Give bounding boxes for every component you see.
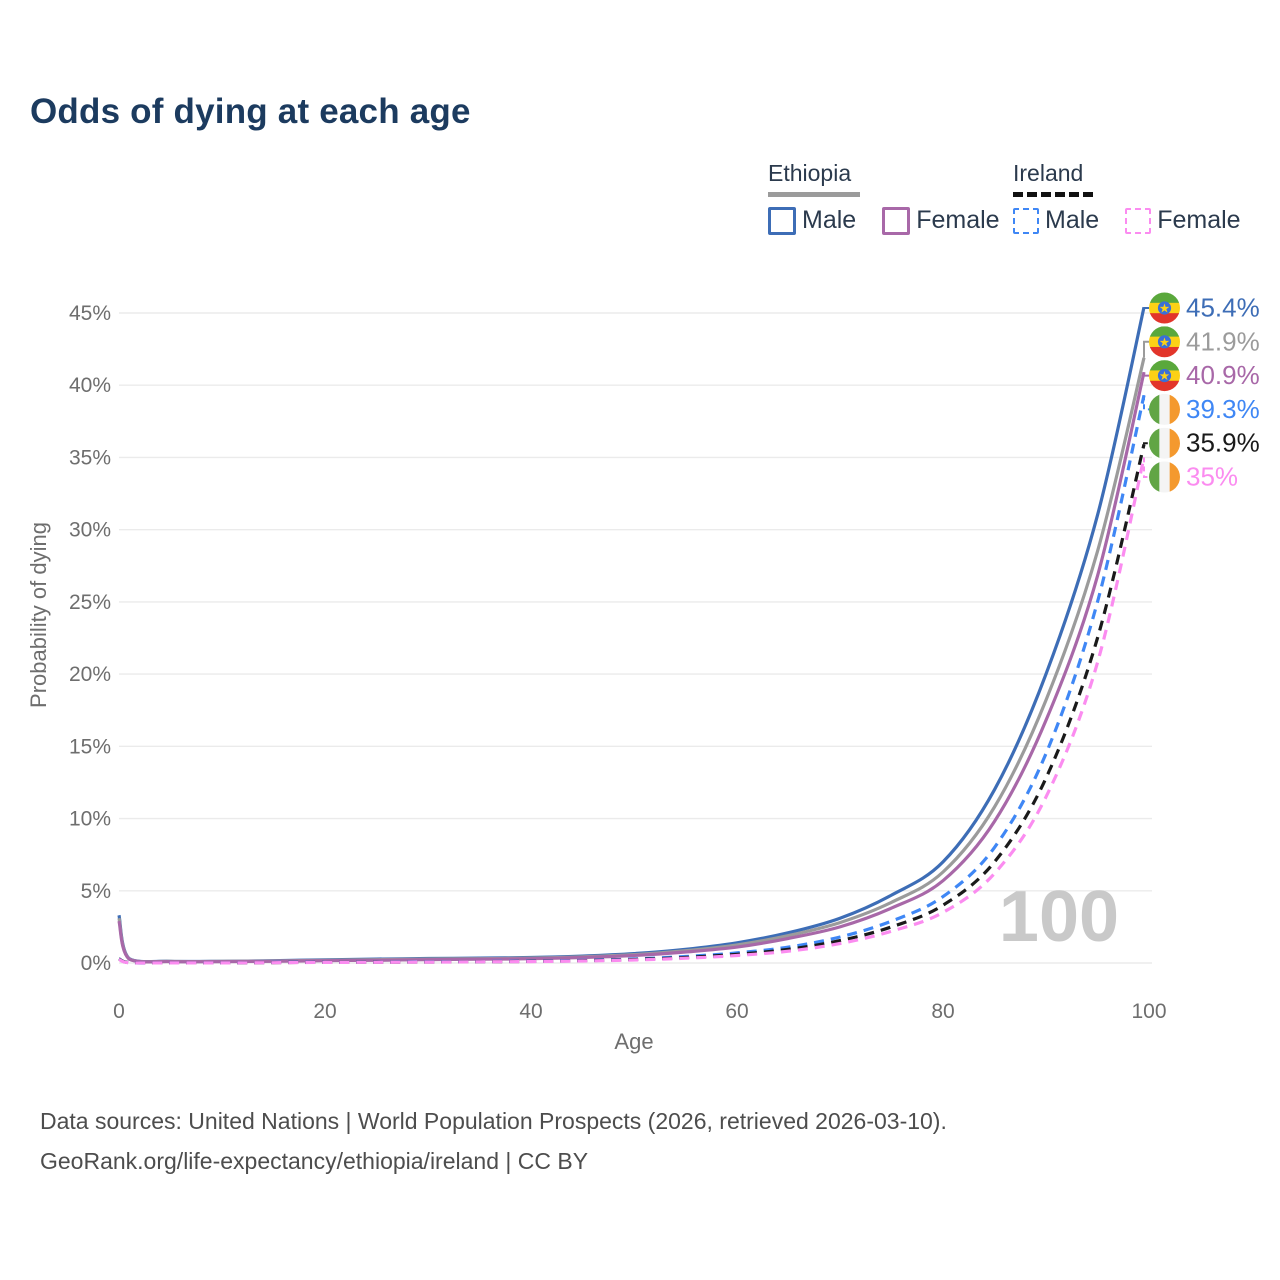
label-connector-ireland-male bbox=[1143, 395, 1149, 411]
label-connector-ethiopia-both-sexes bbox=[1143, 340, 1149, 358]
end-value-label-ireland-female: 35% bbox=[1186, 462, 1238, 492]
svg-text:★: ★ bbox=[1159, 335, 1170, 349]
legend-label-ethiopia-female: Female bbox=[916, 206, 1000, 234]
ireland-flag-icon bbox=[1149, 461, 1180, 493]
y-axis-title: Probability of dying bbox=[26, 522, 51, 708]
y-tick-label-10: 10% bbox=[69, 808, 111, 831]
legend-item-ethiopia-female[interactable]: Female bbox=[882, 206, 1000, 235]
end-value-label-ireland-both-sexes: 35.9% bbox=[1186, 428, 1260, 458]
label-connector-ethiopia-male bbox=[1143, 307, 1149, 309]
x-tick-label-80: 80 bbox=[931, 1000, 954, 1023]
legend-country-label-ireland[interactable]: Ireland bbox=[1013, 160, 1084, 186]
chart-title: Odds of dying at each age bbox=[30, 92, 471, 131]
series-line-ireland-female[interactable] bbox=[118, 457, 1146, 965]
legend-label-ethiopia-male: Male bbox=[802, 206, 857, 234]
legend-label-ireland-female: Female bbox=[1157, 206, 1241, 234]
y-tick-label-25: 25% bbox=[69, 591, 111, 614]
legend-item-ireland-male[interactable]: Male bbox=[1013, 206, 1099, 235]
legend-item-ireland-female[interactable]: Female bbox=[1125, 206, 1241, 235]
y-tick-label-15: 15% bbox=[69, 735, 111, 758]
y-tick-label-20: 20% bbox=[69, 663, 111, 686]
ireland-flag-icon bbox=[1149, 393, 1180, 425]
y-tick-label-45: 45% bbox=[69, 302, 111, 325]
legend-swatch-ethiopia-male bbox=[768, 206, 796, 235]
end-value-label-ireland-male: 39.3% bbox=[1186, 394, 1260, 424]
age-counter-watermark: 100 bbox=[999, 877, 1119, 957]
ethiopia-flag-icon: ★ bbox=[1149, 360, 1180, 392]
y-tick-label-30: 30% bbox=[69, 519, 111, 542]
legend-ireland-line-swatch bbox=[1013, 192, 1093, 197]
y-tick-label-40: 40% bbox=[69, 374, 111, 397]
series-line-ethiopia-both-sexes[interactable] bbox=[117, 357, 1146, 964]
legend-swatch-ethiopia-female bbox=[882, 206, 911, 235]
ethiopia-flag-icon: ★ bbox=[1149, 326, 1180, 358]
x-tick-label-60: 60 bbox=[725, 1000, 748, 1023]
legend-ethiopia-line-swatch bbox=[768, 192, 860, 197]
legend-swatch-ireland-male bbox=[1013, 207, 1039, 234]
data-sources-text: Data sources: United Nations | World Pop… bbox=[40, 1108, 947, 1134]
label-connector-ireland-both-sexes bbox=[1143, 442, 1149, 445]
label-connector-ethiopia-female bbox=[1143, 372, 1149, 377]
end-value-label-ethiopia-female: 40.9% bbox=[1186, 360, 1260, 390]
x-tick-label-0: 0 bbox=[113, 1000, 125, 1023]
series-line-ireland-both-sexes[interactable] bbox=[118, 444, 1146, 965]
end-value-label-ethiopia-both-sexes: 41.9% bbox=[1186, 326, 1260, 356]
x-tick-label-40: 40 bbox=[519, 1000, 542, 1023]
y-tick-label-5: 5% bbox=[81, 880, 111, 903]
svg-text:★: ★ bbox=[1159, 302, 1170, 316]
ethiopia-flag-icon: ★ bbox=[1149, 292, 1180, 324]
label-connector-ireland-female bbox=[1143, 457, 1149, 478]
y-tick-label-0: 0% bbox=[81, 952, 111, 975]
x-axis-title: Age bbox=[614, 1029, 653, 1054]
legend-swatch-ireland-female bbox=[1125, 207, 1152, 234]
attribution-link-text[interactable]: GeoRank.org/life-expectancy/ethiopia/ire… bbox=[40, 1148, 589, 1174]
legend-country-label-ethiopia[interactable]: Ethiopia bbox=[768, 160, 852, 186]
series-line-ethiopia-male[interactable] bbox=[117, 306, 1146, 964]
x-tick-label-100: 100 bbox=[1131, 1000, 1166, 1023]
legend-label-ireland-male: Male bbox=[1045, 206, 1100, 234]
legend-group-ethiopia: Ethiopia Male Female bbox=[768, 160, 1020, 235]
series-line-ethiopia-female[interactable] bbox=[117, 371, 1146, 964]
y-tick-label-35: 35% bbox=[69, 446, 111, 469]
end-value-label-ethiopia-male: 45.4% bbox=[1186, 293, 1260, 323]
legend-item-ethiopia-male[interactable]: Male bbox=[768, 206, 856, 235]
legend-group-ireland: Ireland Male Female bbox=[1013, 160, 1261, 235]
ireland-flag-icon bbox=[1149, 427, 1180, 459]
x-tick-label-20: 20 bbox=[313, 1000, 336, 1023]
svg-text:★: ★ bbox=[1159, 369, 1170, 383]
